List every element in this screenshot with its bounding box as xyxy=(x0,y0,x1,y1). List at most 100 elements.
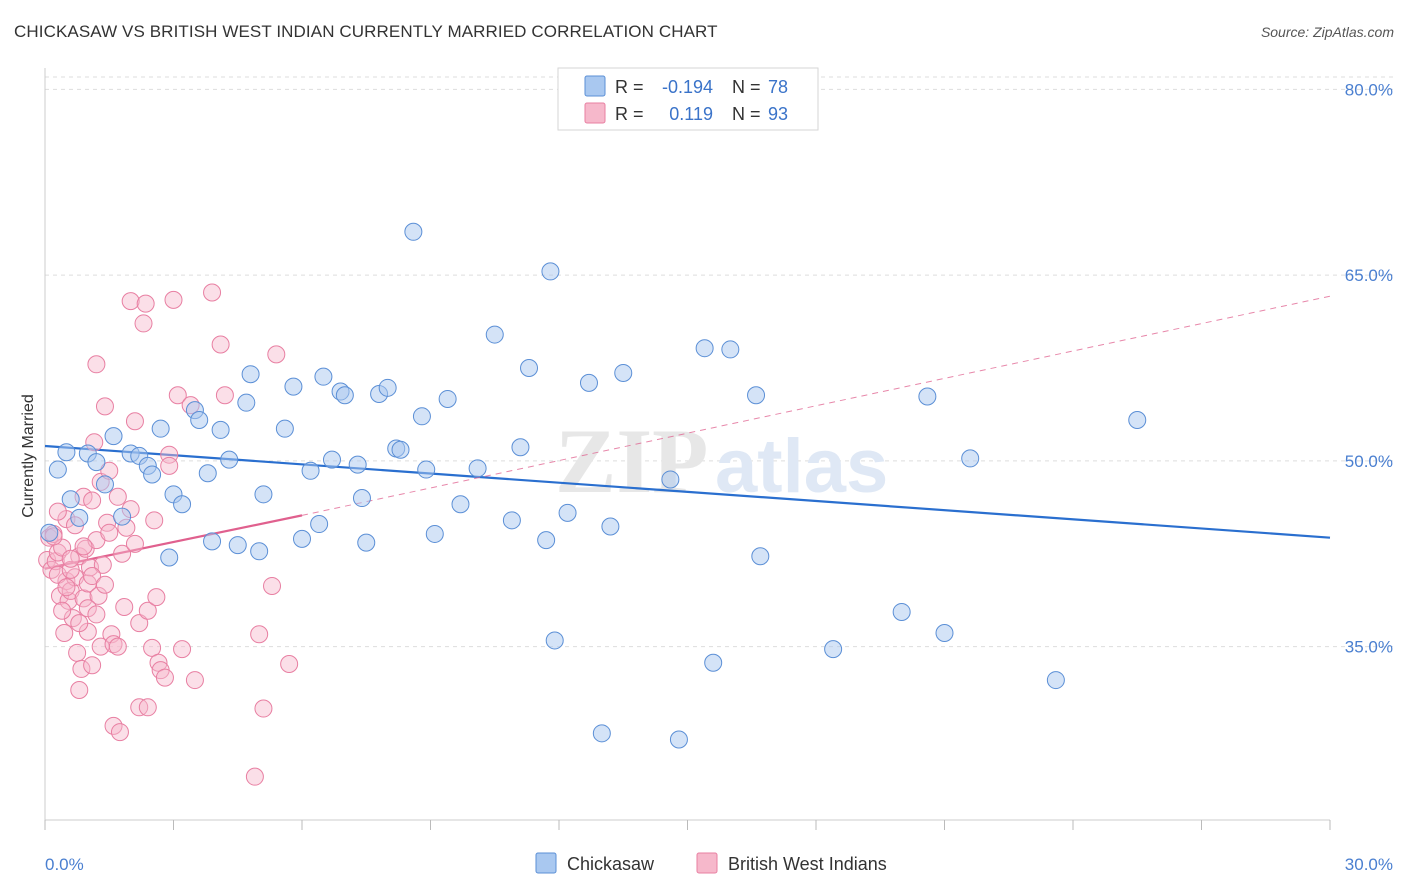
data-point-british-west-indians xyxy=(147,588,166,607)
legend-n-value-2: 93 xyxy=(768,104,788,124)
legend-n-label-1: N = xyxy=(732,77,761,97)
data-point-chickasaw xyxy=(961,449,980,468)
data-point-british-west-indians xyxy=(53,601,72,620)
data-point-chickasaw xyxy=(352,489,371,508)
data-point-british-west-indians xyxy=(125,534,144,553)
data-point-chickasaw xyxy=(1128,411,1147,430)
data-point-british-west-indians xyxy=(121,292,140,311)
data-point-british-west-indians xyxy=(87,355,106,374)
data-point-chickasaw xyxy=(451,495,470,514)
y-tick-label: 80.0% xyxy=(1345,80,1393,99)
legend-r-value-2: 0.119 xyxy=(669,104,713,124)
data-point-british-west-indians xyxy=(134,314,153,333)
data-point-chickasaw xyxy=(601,517,620,536)
data-point-british-west-indians xyxy=(83,491,102,510)
data-point-chickasaw xyxy=(438,389,457,408)
data-point-chickasaw xyxy=(592,724,611,743)
data-point-chickasaw xyxy=(541,262,560,281)
data-point-british-west-indians xyxy=(48,502,67,521)
data-point-chickasaw xyxy=(335,386,354,405)
trend-line-chickasaw xyxy=(44,444,1331,539)
legend: R = -0.194 N = 78 R = 0.119 N = 93 xyxy=(557,67,819,131)
data-point-british-west-indians xyxy=(173,640,192,659)
data-point-chickasaw xyxy=(579,373,598,392)
data-point-british-west-indians xyxy=(185,671,204,690)
data-point-chickasaw xyxy=(143,465,162,484)
data-point-chickasaw xyxy=(417,460,436,479)
x-tick-label: 30.0% xyxy=(1345,855,1393,874)
data-point-chickasaw xyxy=(704,653,723,672)
bottom-legend-label-british-west-indians: British West Indians xyxy=(728,854,887,874)
data-point-british-west-indians xyxy=(263,576,282,595)
data-point-chickasaw xyxy=(293,529,311,548)
data-point-chickasaw xyxy=(113,507,132,526)
data-point-chickasaw xyxy=(301,461,320,480)
data-point-chickasaw xyxy=(57,443,76,462)
data-point-british-west-indians xyxy=(145,511,164,530)
data-point-british-west-indians xyxy=(168,386,187,405)
data-point-british-west-indians xyxy=(254,699,273,718)
data-point-british-west-indians xyxy=(136,294,155,313)
data-point-british-west-indians xyxy=(245,767,264,786)
data-point-chickasaw xyxy=(48,460,67,479)
y-axis-label: Currently Married xyxy=(20,394,37,518)
series-chickasaw xyxy=(40,222,1147,749)
watermark: ZIP atlas xyxy=(555,410,888,512)
trend-line-british-west-indians xyxy=(44,514,303,570)
data-point-british-west-indians xyxy=(113,544,132,563)
data-point-british-west-indians xyxy=(108,487,127,506)
data-point-chickasaw xyxy=(241,365,260,384)
data-point-chickasaw xyxy=(250,542,269,561)
data-point-chickasaw xyxy=(198,464,217,483)
gridlines xyxy=(45,76,1395,648)
bottom-legend-label-chickasaw: Chickasaw xyxy=(567,854,655,874)
source-credit: Source: ZipAtlas.com xyxy=(1260,24,1394,40)
data-point-british-west-indians xyxy=(55,624,74,643)
data-point-british-west-indians xyxy=(61,549,80,568)
data-point-chickasaw xyxy=(892,602,911,621)
bottom-legend: Chickasaw British West Indians xyxy=(535,852,887,874)
data-point-chickasaw xyxy=(545,631,564,650)
data-point-chickasaw xyxy=(40,523,59,542)
data-point-british-west-indians xyxy=(125,412,144,431)
data-point-british-west-indians xyxy=(250,625,269,644)
data-point-chickasaw xyxy=(918,387,937,406)
y-tick-label: 50.0% xyxy=(1345,452,1393,471)
data-point-british-west-indians xyxy=(138,698,157,717)
data-point-chickasaw xyxy=(558,503,577,522)
data-point-british-west-indians xyxy=(72,659,91,678)
data-point-chickasaw xyxy=(824,640,843,659)
data-point-chickasaw xyxy=(511,438,530,457)
data-point-chickasaw xyxy=(468,459,487,478)
data-point-chickasaw xyxy=(228,536,247,555)
data-point-british-west-indians xyxy=(149,653,168,672)
y-tick-label: 35.0% xyxy=(1345,638,1393,657)
data-point-chickasaw xyxy=(220,450,239,469)
data-point-chickasaw xyxy=(310,515,329,534)
data-point-chickasaw xyxy=(520,359,539,378)
data-point-british-west-indians xyxy=(143,638,162,657)
legend-r-label-1: R = xyxy=(615,77,644,97)
data-point-chickasaw xyxy=(190,411,209,430)
series-british-west-indians xyxy=(38,283,299,786)
data-point-chickasaw xyxy=(173,495,192,514)
data-point-chickasaw xyxy=(1046,671,1065,690)
data-point-british-west-indians xyxy=(108,637,127,656)
data-point-british-west-indians xyxy=(95,397,114,416)
data-point-chickasaw xyxy=(151,419,170,438)
data-point-chickasaw xyxy=(61,490,80,509)
data-point-chickasaw xyxy=(314,367,333,386)
data-point-chickasaw xyxy=(391,440,410,459)
data-point-british-west-indians xyxy=(215,386,234,405)
data-point-british-west-indians xyxy=(211,335,230,354)
x-tick-label: 0.0% xyxy=(45,855,84,874)
data-point-british-west-indians xyxy=(115,598,134,617)
data-point-chickasaw xyxy=(661,470,680,489)
data-point-british-west-indians xyxy=(267,345,286,364)
data-point-british-west-indians xyxy=(74,589,93,608)
data-point-chickasaw xyxy=(104,427,123,446)
data-point-chickasaw xyxy=(425,524,444,543)
bottom-legend-swatch-chickasaw xyxy=(535,852,557,874)
data-point-british-west-indians xyxy=(100,523,119,542)
